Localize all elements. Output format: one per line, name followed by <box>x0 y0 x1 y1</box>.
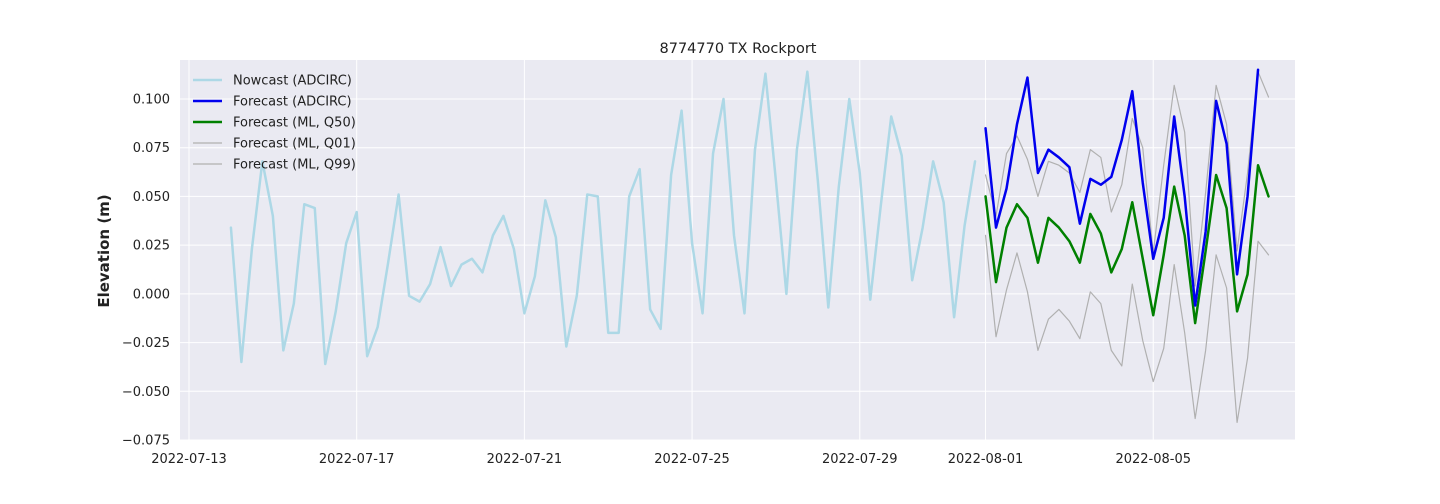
chart-title: 8774770 TX Rockport <box>660 41 817 57</box>
y-tick-label: 0.100 <box>133 92 170 107</box>
legend-label: Forecast (ADCIRC) <box>233 95 352 110</box>
series-line-forecast-ml-q50 <box>984 163 1270 325</box>
y-tick-label: 0.000 <box>133 287 170 302</box>
y-tick-label: −0.050 <box>122 385 170 400</box>
x-tick-label: 2022-07-29 <box>822 452 898 467</box>
legend-label: Forecast (ML, Q99) <box>233 158 356 173</box>
x-tick-label: 2022-07-17 <box>319 452 395 467</box>
y-tick-label: 0.075 <box>133 141 170 156</box>
series-line-nowcast-adcirc <box>229 70 977 366</box>
legend-item: Forecast (ML, Q01) <box>193 137 356 152</box>
plot-area <box>180 60 1295 440</box>
series-line-forecast-ml-q99 <box>984 71 1270 287</box>
legend-item: Nowcast (ADCIRC) <box>193 74 352 89</box>
x-tick-label: 2022-07-21 <box>487 452 563 467</box>
x-tick-label: 2022-08-05 <box>1115 452 1191 467</box>
y-axis-ticks: −0.075 −0.050 −0.025 0.000 0.025 0.050 0.075 0.… <box>122 92 170 448</box>
x-tick-label: 2022-08-01 <box>948 452 1024 467</box>
legend-item: Forecast (ADCIRC) <box>193 95 352 110</box>
series-layer <box>229 68 1270 424</box>
x-tick-label: 2022-07-25 <box>654 452 730 467</box>
series-line-forecast-ml-q01 <box>984 234 1270 424</box>
legend-label: Forecast (ML, Q01) <box>233 137 356 152</box>
legend: Nowcast (ADCIRC) Forecast (ADCIRC) Forecas… <box>193 74 356 173</box>
y-axis-label: Elevation (m) <box>95 194 113 307</box>
y-tick-label: 0.050 <box>133 190 170 205</box>
legend-item: Forecast (ML, Q50) <box>193 116 356 131</box>
x-axis-ticks: 2022-07-13 2022-07-17 2022-07-21 2022-07-25… <box>151 452 1191 467</box>
y-tick-label: −0.025 <box>122 336 170 351</box>
legend-item: Forecast (ML, Q99) <box>193 158 356 173</box>
y-tick-label: 0.025 <box>133 239 170 254</box>
y-gridlines <box>180 98 1295 441</box>
legend-label: Nowcast (ADCIRC) <box>233 74 352 89</box>
x-tick-label: 2022-07-13 <box>151 452 227 467</box>
y-tick-label: −0.075 <box>122 434 170 449</box>
legend-label: Forecast (ML, Q50) <box>233 116 356 131</box>
